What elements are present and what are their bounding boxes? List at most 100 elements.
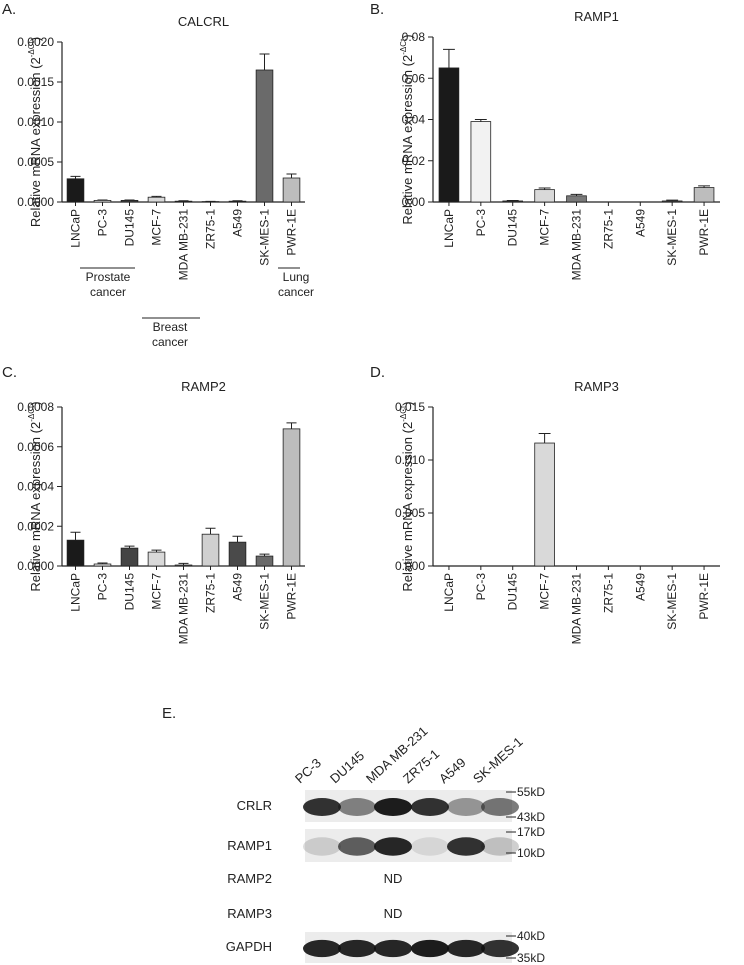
- not-detected: ND: [384, 871, 403, 886]
- bar: [147, 551, 166, 567]
- x-tick-label: ZR75-1: [601, 573, 615, 613]
- y-tick-label: 0.0000: [17, 559, 54, 573]
- y-axis-label: Relative mRNA expression (2-ΔCt): [27, 401, 43, 591]
- blot-band: [303, 798, 341, 816]
- bar: [93, 199, 112, 203]
- x-tick-label: DU145: [123, 209, 137, 247]
- error-bar: [232, 535, 243, 543]
- bar: [438, 67, 460, 203]
- bar: [661, 200, 683, 203]
- y-tick-label: 0.000: [395, 559, 425, 573]
- y-tick-label: 0.0004: [17, 480, 54, 494]
- x-tick-label: DU145: [506, 209, 520, 247]
- y-tick-label: 0.0010: [17, 115, 54, 129]
- x-tick-label: PWR-1E: [285, 209, 299, 256]
- x-tick-label: A549: [633, 573, 647, 601]
- x-tick-label: MDA MB-231: [570, 573, 584, 645]
- error-bar: [259, 53, 270, 70]
- bar: [255, 555, 274, 567]
- bar: [66, 178, 85, 203]
- blot-band: [447, 798, 485, 816]
- y-tick-label: 0.02: [402, 154, 426, 168]
- x-tick-label: LNCaP: [69, 209, 83, 248]
- x-tick-label: PC-3: [474, 573, 488, 601]
- x-tick-label: PC-3: [474, 209, 488, 237]
- x-tick-label: DU145: [506, 573, 520, 611]
- x-tick-label: SK-MES-1: [258, 573, 272, 630]
- chart-title: CALCRL: [178, 14, 229, 29]
- bar: [228, 200, 247, 203]
- x-tick-label: PWR-1E: [285, 573, 299, 620]
- y-tick-label: 0.0015: [17, 75, 54, 89]
- blot-band: [303, 939, 341, 958]
- row-label: RAMP1: [227, 838, 272, 853]
- group-annotation: Prostate cancer: [86, 270, 131, 299]
- bar: [534, 189, 555, 203]
- blot-band: [411, 798, 449, 816]
- x-tick-label: ZR75-1: [204, 209, 218, 249]
- chart-title: RAMP2: [181, 379, 226, 394]
- x-tick-label: LNCaP: [442, 209, 456, 248]
- y-tick-label: 0.010: [395, 453, 425, 467]
- chart-title: RAMP3: [574, 379, 619, 394]
- lane-label: DU145: [327, 748, 367, 786]
- marker-label: 17kD: [517, 825, 545, 839]
- y-tick-label: 0.06: [402, 71, 426, 85]
- bar: [174, 200, 193, 203]
- x-tick-label: PC-3: [96, 209, 110, 237]
- y-tick-label: 0.00: [402, 195, 426, 209]
- bar: [228, 541, 247, 567]
- panel-label: E.: [162, 705, 176, 722]
- bar: [201, 533, 220, 567]
- blot-band: [481, 798, 519, 816]
- x-tick-label: MDA MB-231: [177, 573, 191, 645]
- y-tick-label: 0.0005: [17, 155, 54, 169]
- x-tick-label: DU145: [123, 573, 137, 611]
- x-tick-label: MDA MB-231: [570, 209, 584, 281]
- group-label: Breast cancer: [151, 320, 189, 349]
- marker-label: 40kD: [517, 929, 545, 943]
- y-label-text: Relative mRNA expression (2: [28, 57, 43, 227]
- y-tick-label: 0.005: [395, 506, 425, 520]
- row-label: GAPDH: [226, 939, 272, 954]
- blot-band: [338, 939, 376, 958]
- y-tick-label: 0.0008: [17, 400, 54, 414]
- y-axis-label: Relative mRNA expression (2-ΔCt): [27, 37, 43, 227]
- panel-label: A.: [2, 1, 16, 18]
- error-bar: [205, 527, 216, 535]
- blot-band: [374, 837, 412, 856]
- y-label-end: ): [28, 401, 43, 405]
- y-label-sup: -ΔCt: [27, 40, 36, 57]
- x-tick-label: MDA MB-231: [177, 209, 191, 281]
- y-label-text: Relative mRNA expression (2: [28, 422, 43, 592]
- blot-band: [374, 798, 412, 816]
- bar: [282, 428, 301, 567]
- y-label-end: ): [28, 37, 43, 41]
- marker-label: 55kD: [517, 785, 545, 799]
- blot-band: [481, 939, 519, 958]
- panel-label: C.: [2, 364, 17, 381]
- x-tick-label: A549: [231, 573, 245, 601]
- x-tick-label: LNCaP: [69, 573, 83, 612]
- x-tick-label: SK-MES-1: [665, 209, 679, 266]
- group-annotation: Breast cancer: [151, 320, 189, 349]
- bar: [120, 199, 139, 203]
- x-tick-label: A549: [633, 209, 647, 237]
- error-bar: [443, 48, 455, 68]
- y-tick-label: 0.0000: [17, 195, 54, 209]
- y-label-text: Relative mRNA expression (2: [400, 55, 415, 225]
- error-bar: [70, 175, 81, 179]
- bar: [534, 442, 555, 567]
- blot-band: [338, 798, 376, 816]
- bar: [120, 547, 139, 567]
- chart-title: RAMP1: [574, 9, 619, 24]
- lane-label: PC-3: [292, 755, 324, 786]
- y-tick-label: 0.04: [402, 113, 426, 127]
- x-tick-label: SK-MES-1: [258, 209, 272, 266]
- group-label: Lung cancer: [277, 270, 315, 299]
- x-tick-label: MCF-7: [150, 573, 164, 610]
- row-label: RAMP3: [227, 906, 272, 921]
- bar: [693, 187, 715, 203]
- y-label-sup: -ΔCt: [27, 405, 36, 422]
